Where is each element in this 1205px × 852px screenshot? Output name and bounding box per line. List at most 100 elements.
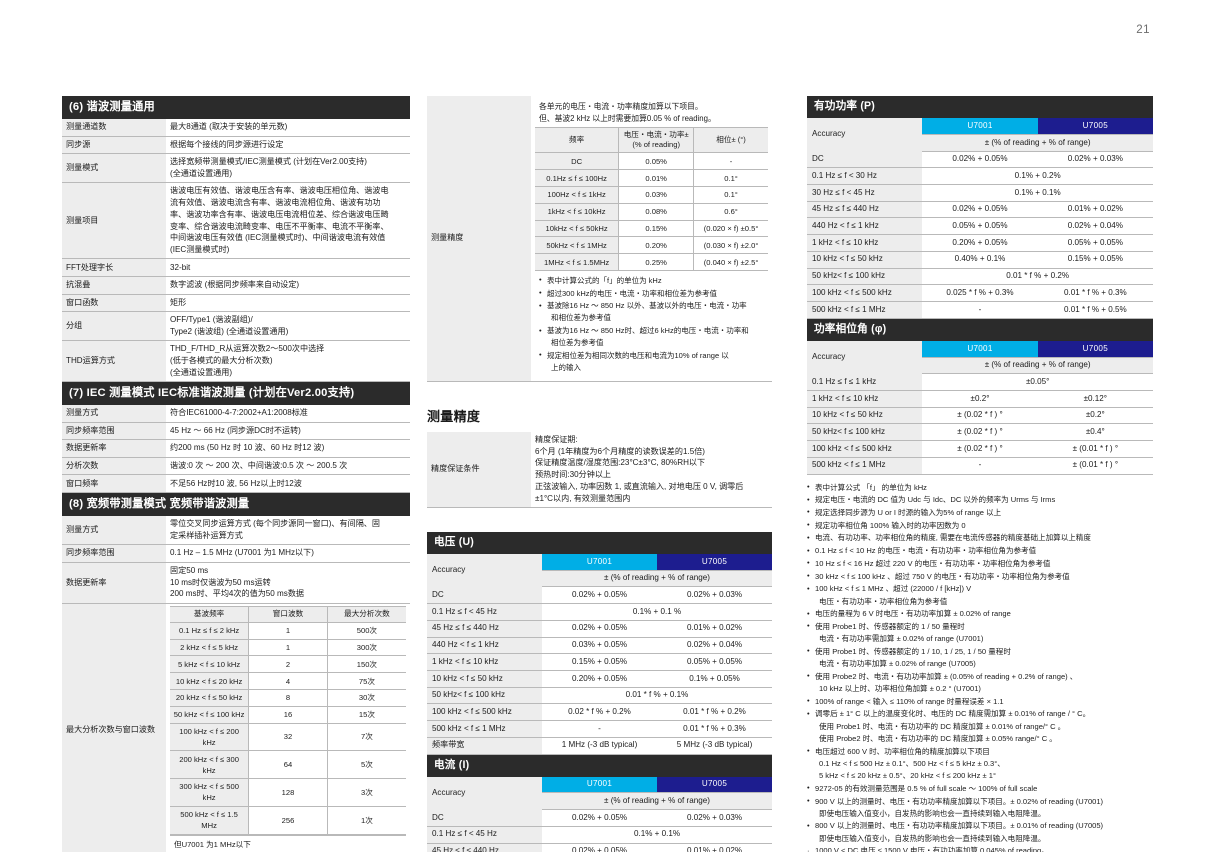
phase-model-u7005: U7005 <box>1037 340 1153 358</box>
accuracy-col-magnitude: 电压・电流・功率± (% of reading) <box>618 126 694 154</box>
accuracy-value-u7005: 0.02% + 0.03% <box>657 586 772 605</box>
note-item: 使用 Probe1 时、传感器额定的 1 / 10, 1 / 25, 1 / 5… <box>807 645 1153 670</box>
spec-value-line-1: OFF/Type1 (谐波副组)/ <box>170 315 253 325</box>
accuracy-value-u7005: 0.01 * f % + 0.3% <box>1037 284 1153 302</box>
accuracy-row: 0.1 Hz ≤ f < 45 Hz 0.1% + 0.1% <box>427 826 772 844</box>
spec-value-line-1: 矩形 <box>170 297 187 307</box>
accuracy-value-u7001: 0.05% + 0.05% <box>922 217 1038 236</box>
spec-row-value: 不足56 Hz时10 波, 56 Hz以上时12波 <box>166 474 410 493</box>
accuracy-row: 0.1 Hz ≤ f < 30 Hz 0.1% + 0.2% <box>807 167 1153 186</box>
grid-cell-1: 2 kHz < f ≤ 5 kHz <box>170 638 249 657</box>
note-continuation: 电压・有功功率・功率相位角为参考值 <box>819 596 948 606</box>
spec-row: 分组 OFF/Type1 (谐波副组)/Type2 (谐波组) (全通道设置通用) <box>62 311 410 342</box>
note-item: 规定电压・电流的 DC 值为 Udc 与 Idc、DC 以外的频率为 Urms … <box>807 494 1153 506</box>
accuracy-value-u7005: 0.01 * f % + 0.5% <box>1037 301 1153 319</box>
grid-cell-3: 5次 <box>326 750 406 780</box>
accuracy-value-u7005: 0.02% + 0.04% <box>1037 217 1153 236</box>
grid-cell-2: 0.15% <box>618 219 694 238</box>
grid-cell-1: 100 kHz < f ≤ 200 kHz <box>170 722 249 752</box>
accuracy-range: 500 kHz < f ≤ 1 MHz <box>807 457 923 475</box>
note-item: 规定功率相位角 100% 输入时的功率因数为 0 <box>807 519 1153 532</box>
grid-row: 20 kHz < f ≤ 50 kHz 8 30次 <box>170 688 406 707</box>
spec-row-label: 窗口函数 <box>62 294 166 313</box>
grid-cell-3: 75次 <box>326 672 406 690</box>
spec-row-value: 45 Hz ～ 66 Hz (同步源DC时不运转) <box>166 422 410 441</box>
accuracy-grid-body: DC 0.05% -0.1Hz ≤ f ≤ 100Hz 0.01% 0.1° 100Hz … <box>535 152 768 271</box>
accuracy-row: DC 0.02% + 0.05% 0.02% + 0.03% <box>807 151 1153 169</box>
current-model-header-row: Accuracy U7001 U7005 <box>427 776 772 810</box>
note-item: 表中计算公式的「f」的单位为 kHz <box>539 274 764 287</box>
grid-cell-3: 0.1° <box>693 186 768 204</box>
note-continuation: 电流・有功功率需加算 ± 0.02% of range (U7001) <box>819 634 984 644</box>
accuracy-adders-content: 各单元的电压・电流・功率精度加算以下项目。 但、基波2 kHz 以上时需要加算0… <box>531 96 772 382</box>
table-measurement-accuracy-adders: 测量精度 各单元的电压・电流・功率精度加算以下项目。 但、基波2 kHz 以上时… <box>427 96 772 382</box>
voltage-model-u7005: U7005 <box>657 554 772 571</box>
grid-cell-2: 0.25% <box>618 253 694 271</box>
spec-value-line-2: 10 ms时仅谐波为50 ms运转 <box>170 577 271 587</box>
phase-model-u7001: U7001 <box>922 340 1038 358</box>
spec-row-value: 数字滤波 (根据同步频率来自动设定) <box>166 276 410 295</box>
accuracy-value-u7001: - <box>922 457 1038 475</box>
grid-cell-3: 30次 <box>326 688 406 707</box>
accuracy-range: 45 Hz ≤ f ≤ 440 Hz <box>427 843 542 852</box>
accuracy-intro-line-1: 各单元的电压・电流・功率精度加算以下项目。 <box>539 102 703 112</box>
note-item: 基波为16 Hz ～ 850 Hz时、超过6 kHz的电压・电流・功率和相位差为… <box>539 324 764 349</box>
page-number: 21 <box>1136 24 1150 36</box>
spec-row-label: 测量方式 <box>62 515 166 546</box>
accuracy-row: 440 Hz < f ≤ 1 kHz 0.05% + 0.05% 0.02% + 0… <box>807 217 1153 236</box>
grid-cell-1: 10 kHz < f ≤ 20 kHz <box>170 672 249 690</box>
note-continuation: 10 kHz 以上时、功率相位角加算 ± 0.2 ° (U7001) <box>819 684 981 694</box>
section-header-voltage: 电压 (U) <box>427 531 772 555</box>
accuracy-value-u7001: ± (0.02 * f ) ° <box>922 440 1038 458</box>
grid-cell-2: 16 <box>248 705 328 724</box>
note-item: 表中计算公式 「f」 的单位为 kHz <box>807 481 1153 494</box>
spec-row-value: 矩形 <box>166 294 410 313</box>
grid-cell-2: 1 <box>248 621 328 640</box>
accuracy-range: 0.1 Hz ≤ f ≤ 1 kHz <box>807 373 923 392</box>
grid-cell-2: 128 <box>248 778 328 807</box>
accuracy-value-u7001: 0.02% + 0.05% <box>922 151 1038 169</box>
accuracy-value-u7001: 0.02% + 0.05% <box>542 843 657 852</box>
spec-row: 测量方式 符合IEC61000-4-7:2002+A1:2008标准 <box>62 405 410 423</box>
spec-value-line-1: 零位交叉同步运算方式 (每个同步源同一窗口)、有间隔、固 <box>170 519 380 529</box>
accuracy-range: 1 kHz < f ≤ 10 kHz <box>807 390 923 408</box>
spec-row-label: FFT处理字长 <box>62 258 166 277</box>
note-continuation: 即使电压输入值变小，自发热的影响也会一直持续到输入电阻降温。 <box>819 808 1046 818</box>
spec-row-value: 约200 ms (50 Hz 时 10 波、60 Hz 时12 波) <box>166 439 410 458</box>
spec-row: 同步频率范围 45 Hz ～ 66 Hz (同步源DC时不运转) <box>62 422 410 441</box>
spec-value-line-3: (全通道设置通用) <box>170 367 233 377</box>
grid-row: 0.1Hz ≤ f ≤ 100Hz 0.01% 0.1° <box>535 169 768 188</box>
grid-row: 100Hz < f ≤ 1kHz 0.03% 0.1° <box>535 186 768 204</box>
grid-cell-1: 300 kHz < f ≤ 500 kHz <box>170 778 249 807</box>
accuracy-value-u7001: - <box>542 720 657 738</box>
harmonic-common-body: 测量通道数 最大8通道 (取决于安装的单元数) 同步源 根据每个接线的同步源进行设定测… <box>62 119 410 383</box>
note-continuation: 5 kHz < f ≤ 20 kHz ± 0.5°、20 kHz < f ≤ 2… <box>819 771 996 781</box>
spec-value-line-1: 不足56 Hz时10 波, 56 Hz以上时12波 <box>170 478 302 488</box>
table-current-accuracy: Accuracy U7001 U7005 ± (% of reading + %… <box>427 776 772 852</box>
accuracy-row: DC 0.02% + 0.05% 0.02% + 0.03% <box>427 809 772 827</box>
grid-row: 2 kHz < f ≤ 5 kHz 1 300次 <box>170 638 406 657</box>
grid-cell-3: 15次 <box>326 705 406 724</box>
note-continuation: 电流・有功功率加算 ± 0.02% of range (U7005) <box>819 659 976 669</box>
accuracy-value-u7005: 0.15% + 0.05% <box>1037 251 1153 269</box>
accuracy-value-u7005: 0.01 * f % + 0.2% <box>657 703 772 722</box>
phase-subheader: ± (% of reading + % of range) <box>922 357 1153 375</box>
grid-cell-3: 0.6° <box>693 202 768 221</box>
accuracy-value-u7001: 0.40% + 0.1% <box>922 251 1038 269</box>
grid-row: 50kHz < f ≤ 1MHz 0.20% (0.030 × f) ±2.0° <box>535 236 768 255</box>
grid-cell-1: 50kHz < f ≤ 1MHz <box>535 236 619 255</box>
note-item: 30 kHz < f ≤ 100 kHz 、超过 750 V 的电压・有功功率・… <box>807 570 1153 583</box>
accuracy-value-u7005: 0.02% + 0.04% <box>657 637 772 655</box>
table-analysis-orders: 最大分析次数与窗口波数 基波频率 窗口波数 最大分析次数 0.1 Hz ≤ f … <box>62 603 410 852</box>
spec-row-label: 数据更新率 <box>62 562 166 604</box>
accuracy-row: 频率带宽 1 MHz (-3 dB typical) 5 MHz (-3 dB ty… <box>427 737 772 755</box>
note-item: 100 kHz < f ≤ 1 MHz 、超过 (22000 / f [kHz]… <box>807 583 1153 607</box>
accuracy-value-u7005: 0.01% + 0.02% <box>1037 201 1153 219</box>
accuracy-value-u7001: 0.20% + 0.05% <box>922 234 1038 252</box>
spec-row: FFT处理字长 32-bit <box>62 258 410 277</box>
grid-cell-3: 300次 <box>326 638 406 657</box>
spec-value-line-1: 32-bit <box>170 262 191 272</box>
accuracy-adders-notes: 表中计算公式的「f」的单位为 kHz超过300 kHz的电压・电流・功率和相位差… <box>539 274 764 374</box>
spec-row: 数据更新率 固定50 ms 10 ms时仅谐波为50 ms运转 200 ms时、平均4… <box>62 562 410 604</box>
